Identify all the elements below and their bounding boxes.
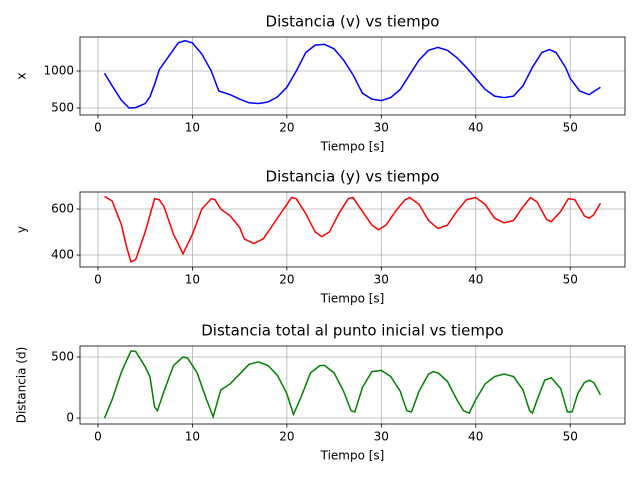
y-tick-label: 500 [51,349,74,363]
axes-frame [79,345,626,425]
x-axis-label: Tiempo [s] [320,140,385,154]
x-tick-label: 10 [185,121,200,135]
data-line [104,195,602,264]
x-tick-label: 40 [468,273,483,287]
data-line [103,350,602,420]
x-axis-label: Tiempo [s] [320,292,385,306]
y-tick-label: 0 [66,411,74,425]
chart-title: Distancia total al punto inicial vs tiem… [201,322,503,340]
x-tick-label: 10 [185,273,200,287]
x-axis-label: Tiempo [s] [320,449,385,463]
chart-title: Distancia (y) vs tiempo [266,168,440,186]
x-tick-label: 20 [279,121,294,135]
x-tick-label: 0 [94,121,102,135]
y-tick-label: 600 [51,202,74,216]
x-tick-label: 20 [279,430,294,444]
axes-frame [79,191,626,268]
x-tick-label: 0 [94,273,102,287]
x-tick-label: 30 [374,430,389,444]
x-tick-label: 50 [563,430,578,444]
y-axis-label: y [15,226,29,233]
x-tick-label: 20 [279,273,294,287]
x-tick-label: 40 [468,121,483,135]
x-tick-label: 0 [94,430,102,444]
y-axis-label: x [15,72,29,79]
chart-title: Distancia (v) vs tiempo [266,13,440,31]
x-tick-label: 50 [563,273,578,287]
y-tick-label: 1000 [43,64,74,78]
y-tick-label: 500 [51,100,74,114]
data-line [103,39,601,109]
x-tick-label: 30 [374,121,389,135]
y-tick-label: 400 [51,248,74,262]
x-tick-label: 30 [374,273,389,287]
x-tick-label: 50 [563,121,578,135]
y-axis-label: Distancia (d) [15,347,29,424]
x-tick-label: 40 [468,430,483,444]
x-tick-label: 10 [185,430,200,444]
axes-frame [79,36,626,116]
